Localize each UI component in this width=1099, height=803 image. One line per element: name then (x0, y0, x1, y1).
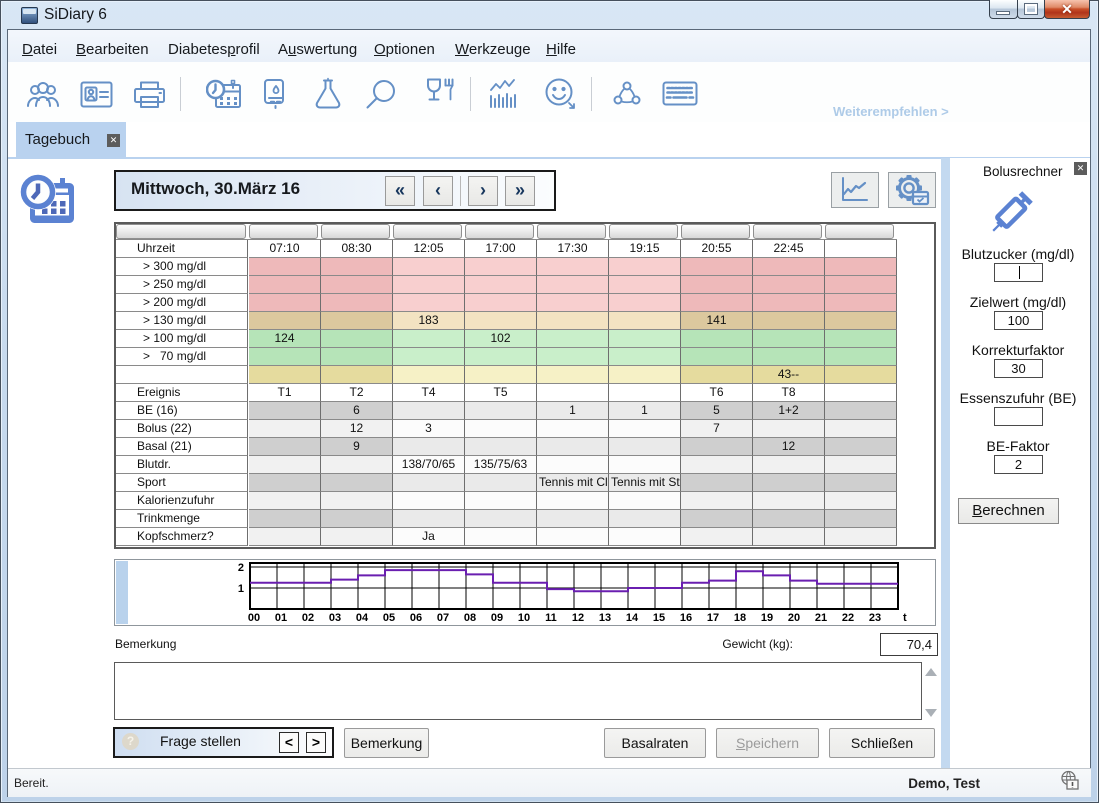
svg-text:22: 22 (842, 612, 854, 624)
svg-text:14: 14 (626, 612, 639, 624)
svg-text:07: 07 (437, 612, 449, 624)
svg-text:18: 18 (734, 612, 746, 624)
svg-text:2: 2 (238, 562, 244, 574)
svg-text:00: 00 (248, 612, 260, 624)
svg-text:15: 15 (653, 612, 665, 624)
svg-text:08: 08 (464, 612, 476, 624)
svg-text:21: 21 (815, 612, 827, 624)
svg-text:11: 11 (545, 612, 557, 624)
svg-text:10: 10 (518, 612, 530, 624)
svg-text:16: 16 (680, 612, 692, 624)
svg-text:09: 09 (491, 612, 503, 624)
svg-text:13: 13 (599, 612, 611, 624)
svg-text:03: 03 (329, 612, 341, 624)
svg-text:20: 20 (788, 612, 800, 624)
svg-text:t: t (903, 612, 907, 624)
svg-text:12: 12 (572, 612, 584, 624)
svg-text:1: 1 (238, 583, 244, 595)
svg-text:05: 05 (383, 612, 395, 624)
svg-text:19: 19 (761, 612, 773, 624)
svg-text:06: 06 (410, 612, 422, 624)
svg-text:23: 23 (869, 612, 881, 624)
svg-text:02: 02 (302, 612, 314, 624)
svg-text:17: 17 (707, 612, 719, 624)
svg-text:01: 01 (275, 612, 287, 624)
svg-text:04: 04 (356, 612, 369, 624)
